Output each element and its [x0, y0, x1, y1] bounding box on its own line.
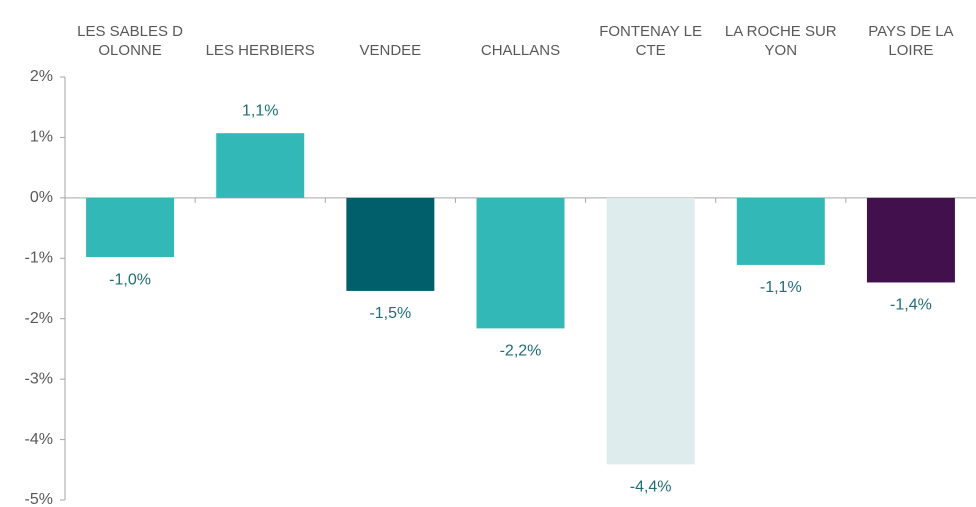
- bar: [216, 133, 305, 198]
- y-tick-label: -3%: [25, 370, 53, 387]
- data-label: 1,1%: [242, 102, 278, 119]
- data-label: -4,4%: [630, 479, 672, 496]
- bar: [346, 197, 435, 291]
- x-tick-label: FONTENAY LE CTE: [599, 23, 703, 59]
- bar: [476, 197, 565, 329]
- x-tick-label: LES HERBIERS: [205, 42, 315, 59]
- data-label: -1,1%: [760, 279, 802, 296]
- x-tick-label: PAYS DE LA LOIRE: [868, 23, 954, 59]
- x-tick-label: CHALLANS: [480, 42, 561, 59]
- y-tick-label: -5%: [25, 491, 53, 507]
- data-label: -1,4%: [890, 297, 932, 314]
- data-label: -1,5%: [369, 305, 411, 322]
- bar: [866, 197, 955, 283]
- x-tick-label: VENDEE: [359, 42, 422, 59]
- x-tick-label: LES SABLES D OLONNE: [77, 23, 184, 59]
- data-label: -2,2%: [500, 343, 542, 360]
- y-tick-label: -4%: [25, 431, 53, 448]
- bar: [606, 197, 695, 465]
- y-tick-label: 2%: [30, 68, 53, 85]
- bar: [86, 197, 175, 258]
- x-tick-label: LA ROCHE SUR YON: [724, 23, 837, 59]
- bar: [736, 197, 825, 265]
- y-tick-label: 0%: [30, 189, 53, 206]
- y-tick-label: -1%: [25, 250, 53, 267]
- data-label: -1,0%: [109, 271, 151, 288]
- y-tick-label: 1%: [30, 129, 53, 146]
- y-tick-label: -2%: [25, 310, 53, 327]
